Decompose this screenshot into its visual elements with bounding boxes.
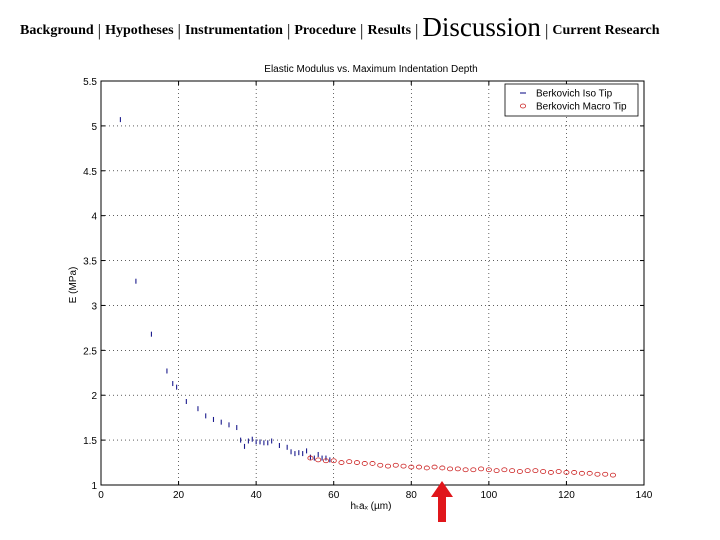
nav-separator: | [415,21,419,40]
data-point [524,468,531,474]
data-point [609,472,616,478]
chart-grid [101,81,644,485]
y-tick-label: 4 [91,212,97,223]
red-arrow-indicator [431,481,453,522]
y-tick-label: 1 [91,481,97,492]
plot-frame [100,80,645,486]
x-tick-label: 140 [636,490,653,501]
data-point [322,458,329,464]
red-arrow-icon [431,481,453,522]
y-tick-label: 3 [91,301,97,312]
x-tick-label: 100 [481,490,498,501]
data-point [361,461,368,466]
axis-ticks: 0 20 40 60 80 100 120 140 1 1.5 2 2.5 3 3.5 4 4.5 5 5.5 [83,77,653,501]
data-point [516,469,523,474]
data-point [478,466,485,472]
legend-label: Berkovich Macro Tip [536,102,627,113]
data-point [346,459,353,465]
y-tick-label: 1.5 [83,436,97,447]
x-tick-label: 80 [406,490,418,501]
data-point [330,458,337,464]
data-point [462,467,469,473]
series-circle [307,455,616,478]
data-point [485,467,492,473]
y-tick-label: 5 [91,122,97,133]
nav-item-instrumentation[interactable]: Instrumentation [184,23,283,38]
data-point [594,471,601,477]
section-navigation: Background | Hypotheses | Instrumentation | Pr… [20,8,660,42]
data-point [602,471,609,477]
y-axis-label: E (MPa) [68,267,79,304]
data-point [369,461,376,466]
data-point [501,467,508,473]
data-point [408,464,415,470]
x-tick-label: 120 [558,490,575,501]
y-tick-label: 5.5 [83,77,97,88]
y-tick-label: 4.5 [83,167,97,178]
data-point [392,462,399,468]
data-point [423,465,430,471]
data-point [571,470,578,475]
data-point [377,462,384,468]
data-point [578,470,585,476]
x-tick-label: 40 [251,490,263,501]
nav-item-procedure[interactable]: Procedure [294,23,357,38]
chart-legend: Berkovich Iso Tip Berkovich Macro Tip [504,83,639,117]
nav-separator: | [97,21,102,40]
legend-label: Berkovich Iso Tip [536,89,613,100]
y-tick-label: 2 [91,391,97,402]
nav-item-current-research[interactable]: Current Research [552,23,660,38]
data-point [540,469,547,474]
data-point [431,464,438,470]
data-point [307,455,314,461]
data-point [315,457,322,463]
x-axis-label: hₜaₓ (µm) [351,501,392,512]
y-tick-label: 3.5 [83,257,97,268]
nav-item-results[interactable]: Results [367,23,412,38]
x-tick-label: 0 [98,490,104,501]
nav-separator: | [360,21,364,40]
chart-series [119,117,616,478]
data-point [454,466,461,472]
nav-separator: | [544,21,549,40]
data-point [385,463,392,469]
data-point [338,460,345,465]
data-point [353,460,360,465]
data-point [400,463,407,469]
data-point [509,468,516,474]
data-point [586,470,593,476]
series-tick [119,117,331,463]
data-point [470,467,477,473]
nav-item-discussion[interactable]: Discussion [422,12,541,42]
data-point [555,469,562,474]
data-point [447,466,454,472]
nav-separator: | [286,21,291,40]
legend-box [504,83,639,117]
legend-marker [520,103,527,109]
nav-item-hypotheses[interactable]: Hypotheses [105,23,174,38]
data-point [439,465,446,471]
data-point [563,470,570,475]
nav-item-background[interactable]: Background [20,23,94,38]
y-tick-label: 2.5 [83,346,97,357]
x-tick-label: 20 [173,490,185,501]
data-point [493,468,500,474]
chart-title: Elastic Modulus vs. Maximum Indentation … [264,64,477,75]
data-point [416,464,423,470]
data-point [532,468,539,474]
data-point [547,470,554,475]
x-tick-label: 60 [328,490,340,501]
nav-separator: | [177,21,181,40]
